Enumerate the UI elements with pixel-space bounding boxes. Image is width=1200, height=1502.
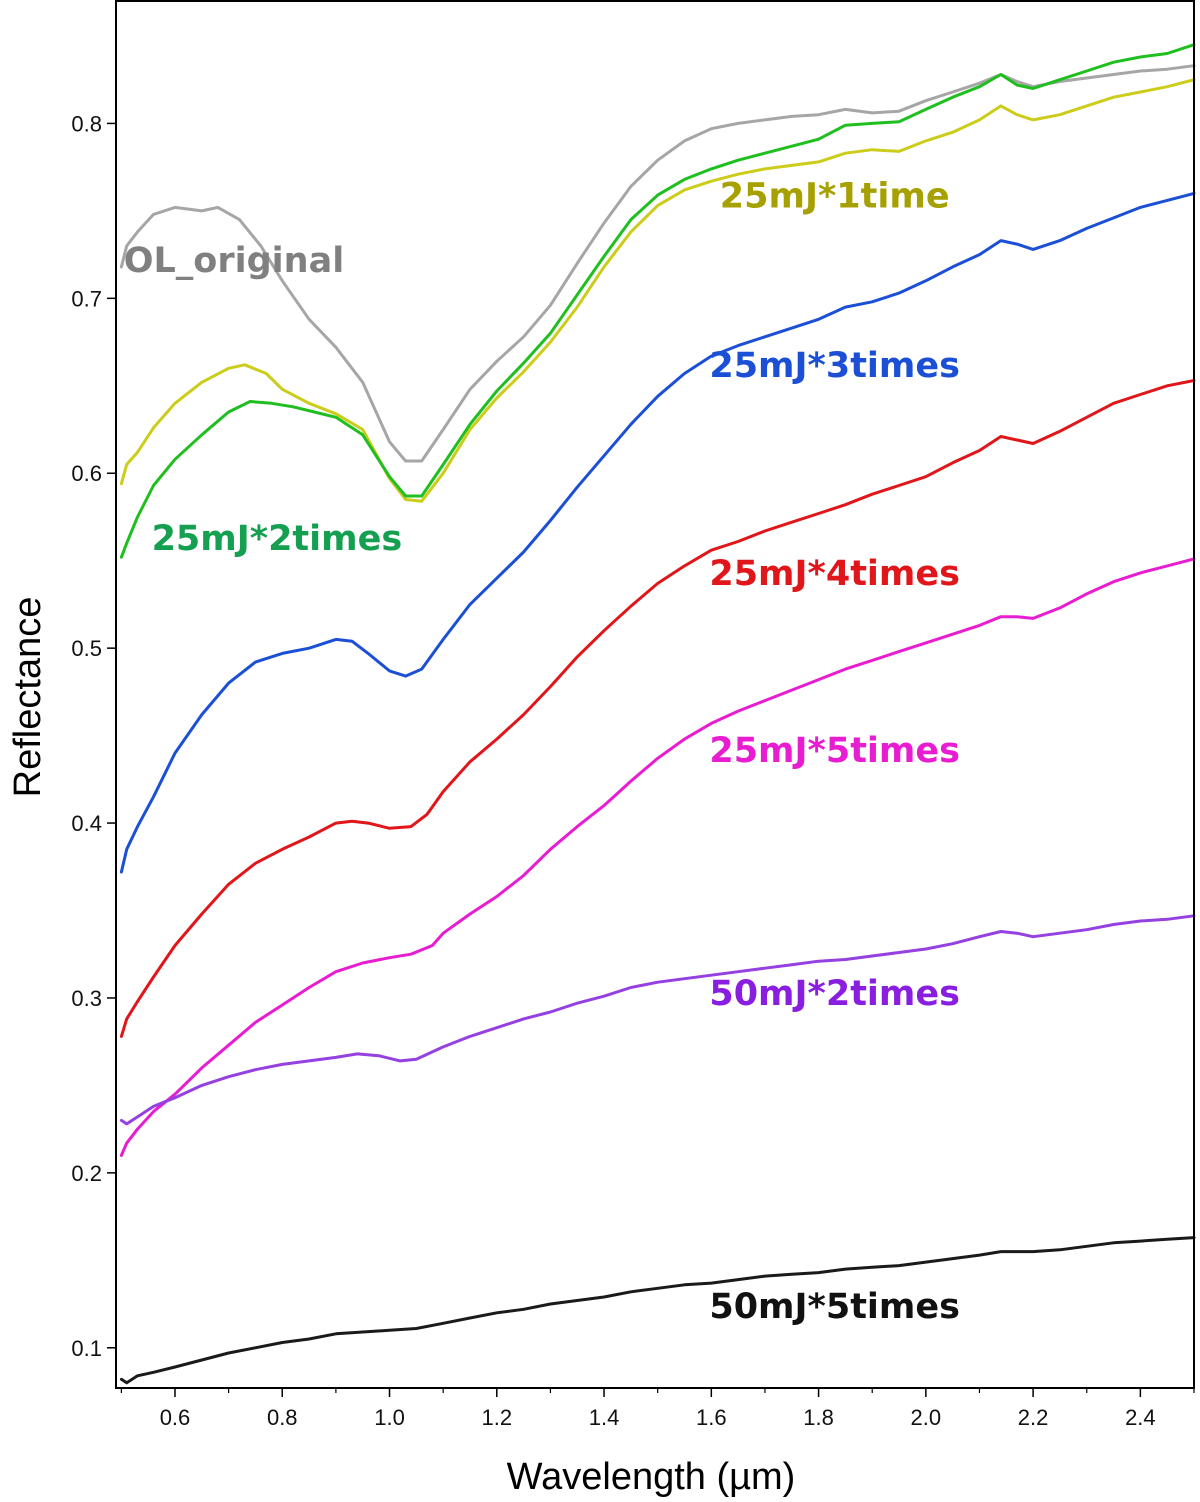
series-label-25mj-4times: 25mJ*4times — [709, 554, 960, 594]
x-tick-label: 2.0 — [911, 1405, 942, 1430]
x-tick-label: 0.8 — [267, 1405, 298, 1430]
x-tick-label: 1.2 — [481, 1405, 512, 1430]
x-tick-label: 2.2 — [1018, 1405, 1049, 1430]
series-label-50mj-2times: 50mJ*2times — [709, 974, 960, 1014]
series-line-50mj-2times — [119, 914, 1196, 1126]
y-tick-label: 0.6 — [71, 461, 102, 486]
y-axis-title: Reflectance — [7, 597, 49, 798]
series-labels: OL_original 25mJ*1time 25mJ*2times 25mJ*3ti… — [124, 176, 960, 1327]
plot-frame — [115, 0, 1195, 1389]
x-tick-label: 0.6 — [160, 1405, 191, 1430]
x-tick-label: 1.0 — [374, 1405, 405, 1430]
series-label-25mj-5times: 25mJ*5times — [709, 731, 960, 771]
y-axis: 0.1 0.2 0.3 0.4 0.5 0.6 0.7 0.8 — [71, 111, 116, 1361]
x-tick-label: 2.4 — [1125, 1405, 1156, 1430]
series-line-25mj-5times — [119, 557, 1196, 1157]
y-tick-label: 0.2 — [71, 1161, 102, 1186]
y-tick-label: 0.7 — [71, 286, 102, 311]
series-label-25mj-2times: 25mJ*2times — [152, 519, 403, 559]
series-line-50mj-5times — [119, 1236, 1196, 1385]
series-line-25mj-3times — [119, 191, 1196, 874]
y-tick-label: 0.4 — [71, 811, 102, 836]
series-label-25mj-1time: 25mJ*1time — [720, 176, 950, 216]
y-tick-label: 0.8 — [71, 111, 102, 136]
x-axis: 0.6 0.8 1.0 1.2 1.4 1.6 1.8 2.0 2.2 2.4 — [120, 1388, 1195, 1430]
y-tick-label: 0.5 — [71, 636, 102, 661]
x-tick-label: 1.4 — [589, 1405, 620, 1430]
y-tick-label: 0.1 — [71, 1336, 102, 1361]
series-line-25mj-1time — [119, 78, 1196, 503]
x-tick-label: 1.8 — [803, 1405, 834, 1430]
x-tick-label: 1.6 — [696, 1405, 727, 1430]
series-label-50mj-5times: 50mJ*5times — [709, 1287, 960, 1327]
series-label-ol-original: OL_original — [124, 241, 344, 281]
x-axis-title: Wavelength (µm) — [507, 1456, 796, 1498]
series-layer — [119, 43, 1196, 1385]
series-label-25mj-3times: 25mJ*3times — [709, 346, 960, 386]
y-tick-label: 0.3 — [71, 986, 102, 1011]
series-line-25mj-4times — [119, 379, 1196, 1038]
series-line-25mj-2times — [119, 43, 1196, 559]
